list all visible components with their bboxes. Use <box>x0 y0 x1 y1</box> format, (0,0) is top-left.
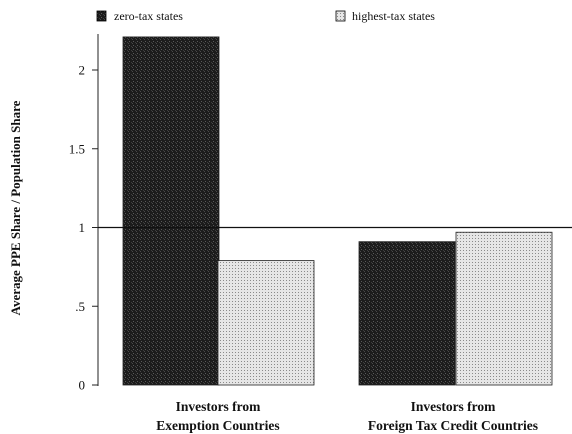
category-label-1-line1: Investors from <box>176 399 262 414</box>
legend-swatch-highest-tax <box>335 10 346 22</box>
category-label-1-line2: Exemption Countries <box>156 418 279 433</box>
bar-highest-tax-cat1 <box>217 260 315 386</box>
bars <box>122 36 553 386</box>
bar-highest-tax-cat2 <box>455 231 553 386</box>
y-tick-label: 1 <box>79 220 86 235</box>
bar-zero-tax-cat2 <box>358 241 456 386</box>
category-label-2-line1: Investors from <box>411 399 497 414</box>
legend-label-zero-tax: zero-tax states <box>114 9 183 23</box>
bar-zero-tax-cat1 <box>122 36 220 386</box>
legend-label-highest-tax: highest-tax states <box>352 9 435 23</box>
y-axis-ticks: 0 .5 1 1.5 2 <box>69 63 98 393</box>
legend-item-zero-tax: zero-tax states <box>96 9 183 23</box>
y-tick-label: 2 <box>79 63 86 78</box>
category-labels: Investors from Exemption Countries Investo… <box>156 399 538 433</box>
legend-swatch-zero-tax <box>96 10 107 22</box>
y-tick-label: 1.5 <box>69 141 85 156</box>
legend-item-highest-tax: highest-tax states <box>335 9 435 23</box>
legend: zero-tax states highest-tax states <box>96 9 435 23</box>
y-tick-label: 0 <box>79 378 86 393</box>
category-label-2-line2: Foreign Tax Credit Countries <box>368 418 538 433</box>
y-tick-label: .5 <box>75 299 85 314</box>
y-axis-title: Average PPE Share / Population Share <box>8 100 23 315</box>
